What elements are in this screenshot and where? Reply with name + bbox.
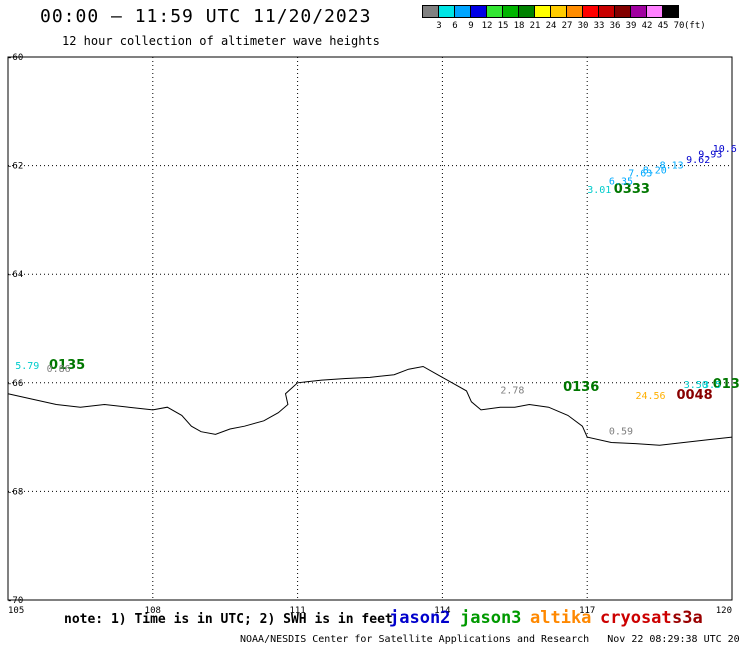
y-tick-label: -64 <box>7 270 23 280</box>
pass-time-jason3: 0333 <box>614 182 650 197</box>
y-tick-label: -66 <box>7 379 23 389</box>
y-tick-label: -60 <box>7 53 23 63</box>
scale-label-21: 21 <box>529 21 541 31</box>
scale-label-9: 9 <box>468 21 474 31</box>
wave-height-jason3: 2.78 <box>500 386 524 397</box>
legend-jason3: jason3 <box>460 608 522 628</box>
wave-height-jason3: 3.5 <box>703 380 721 391</box>
wave-height-altika: 24.56 <box>635 391 665 402</box>
x-tick-label: 108 <box>145 606 161 616</box>
scale-label-18: 18 <box>513 21 525 31</box>
wave-height-jason2: 9.93 <box>698 149 722 160</box>
legend-altika: altika <box>530 608 592 628</box>
y-tick-label: -62 <box>7 162 23 172</box>
scale-unit-label: (ft) <box>684 21 706 31</box>
wave-height-jason3: 7.63 <box>628 168 652 179</box>
wave-height-jason3: 8.13 <box>660 160 684 171</box>
wave-height-jason2: 10.6 <box>713 144 737 155</box>
y-tick-label: -70 <box>7 596 23 606</box>
wave-height-jason3: 0.86 <box>47 364 71 375</box>
pass-time-jason3: 0136 <box>563 380 599 395</box>
y-tick-label: -68 <box>7 487 23 497</box>
wave-height-jason2: 9.62 <box>686 155 710 166</box>
wave-height-jason3: 6.35 <box>609 177 633 188</box>
footer-note: note: 1) Time is in UTC; 2) SWH is in fe… <box>64 612 393 627</box>
legend-jason2: jason2 <box>389 608 451 628</box>
legend-cryosat: cryosat <box>600 608 672 628</box>
scale-label-33: 33 <box>593 21 605 31</box>
wave-height-color-scale <box>422 5 679 18</box>
scale-label-30: 30 <box>577 21 589 31</box>
legend-s3a: s3a <box>672 608 703 628</box>
pass-time-cryosat: 0048 <box>676 388 712 403</box>
scale-swatch-70 <box>662 5 679 18</box>
scale-label-42: 42 <box>641 21 653 31</box>
color-scale-labels: 3 6 9 12 15 18 21 24 27 30 33 36 39 42 45 70 (ft) <box>422 21 740 33</box>
footer-credit: NOAA/NESDIS Center for Satellite Applica… <box>240 634 740 645</box>
x-tick-label: 120 <box>716 606 732 616</box>
chart-title: 00:00 – 11:59 UTC 11/20/2023 <box>40 6 372 27</box>
scale-label-24: 24 <box>545 21 557 31</box>
pass-time-jason3: 0135 <box>49 358 85 373</box>
wave-height-jason3: 3.01 <box>587 185 611 196</box>
scale-label-70: 70 <box>673 21 685 31</box>
coastline <box>7 365 733 446</box>
plot-frame <box>7 56 733 601</box>
scale-label-39: 39 <box>625 21 637 31</box>
scale-label-27: 27 <box>561 21 573 31</box>
wave-height-jason3: 3.50 <box>684 380 708 391</box>
scale-label-6: 6 <box>452 21 458 31</box>
scale-label-45: 45 <box>657 21 669 31</box>
scale-label-3: 3 <box>436 21 442 31</box>
scale-label-36: 36 <box>609 21 621 31</box>
wave-height-jason3: 5.79 <box>15 361 39 372</box>
scale-label-15: 15 <box>497 21 509 31</box>
scale-label-12: 12 <box>481 21 493 31</box>
chart-subtitle: 12 hour collection of altimeter wave hei… <box>62 34 380 48</box>
x-tick-label: 117 <box>579 606 595 616</box>
wave-height-s3a: 0.59 <box>609 426 633 437</box>
x-tick-label: 114 <box>434 606 450 616</box>
wave-height-jason3: 8.20 <box>643 166 667 177</box>
pass-time-jason3: 013 <box>713 377 740 392</box>
x-tick-label: 111 <box>289 606 305 616</box>
x-tick-label: 105 <box>8 606 24 616</box>
